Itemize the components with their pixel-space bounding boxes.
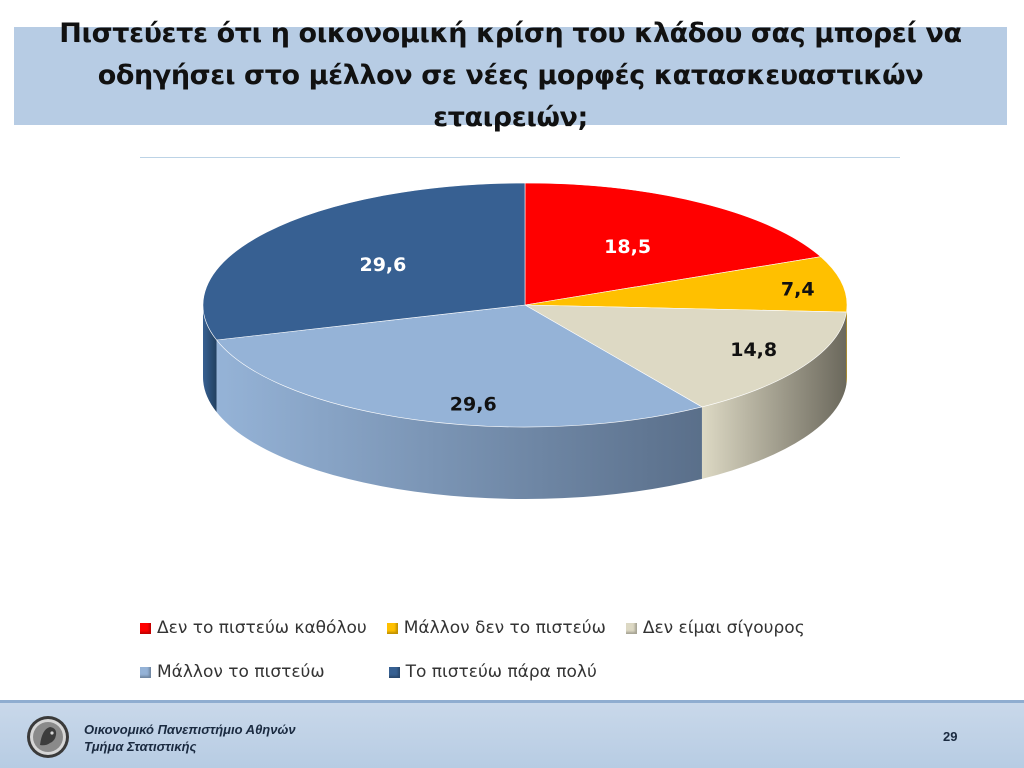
pie-chart: 18,5 7,4 14,8 29,6 29,6 (202, 182, 848, 499)
slide-title-box: Πιστεύετε ότι η οικονομική κρίση του κλά… (14, 18, 1007, 133)
chart-legend: Δεν το πιστεύω καθόλου Μάλλον δεν το πιστ… (140, 606, 900, 694)
pie-side-3 (216, 339, 702, 499)
legend-row: Δεν το πιστεύω καθόλου Μάλλον δεν το πιστ… (140, 606, 900, 650)
page-number: 29 (943, 729, 958, 744)
value-label-0: 18,5 (604, 236, 651, 258)
legend-row: Μάλλον το πιστεύω Το πιστεύω πάρα πολύ (140, 650, 900, 694)
legend-label: Δεν το πιστεύω καθόλου (157, 618, 367, 638)
divider-line (140, 157, 900, 158)
pie-slice-2 (524, 304, 847, 408)
legend-item: Μάλλον δεν το πιστεύω (386, 618, 606, 638)
value-label-4: 29,6 (359, 254, 406, 276)
pie-side-2 (701, 312, 847, 479)
legend-swatch (140, 622, 151, 634)
value-label-2: 14,8 (730, 339, 777, 361)
slide-title: Πιστεύετε ότι η οικονομική κρίση του κλά… (59, 18, 962, 133)
legend-swatch (386, 622, 398, 634)
legend-label: Μάλλον το πιστεύω (157, 662, 325, 682)
legend-swatch (625, 622, 637, 634)
university-logo-icon (27, 716, 69, 758)
footer-text: Οικονομικό Πανεπιστήμιο Αθηνών Τμήμα Στα… (84, 721, 296, 755)
pie-side-4 (203, 305, 217, 412)
legend-item: Δεν το πιστεύω καθόλου (140, 618, 367, 638)
value-label-1: 7,4 (781, 278, 815, 300)
footer-university: Οικονομικό Πανεπιστήμιο Αθηνών (84, 722, 296, 737)
legend-swatch (140, 666, 151, 678)
value-label-3: 29,6 (450, 394, 497, 416)
legend-item: Δεν είμαι σίγουρος (625, 618, 805, 638)
footer-bar: Οικονομικό Πανεπιστήμιο Αθηνών Τμήμα Στα… (0, 700, 1024, 768)
legend-label: Το πιστεύω πάρα πολύ (405, 662, 597, 682)
pie-slice-1 (524, 256, 848, 313)
legend-label: Δεν είμαι σίγουρος (642, 618, 805, 638)
legend-item: Μάλλον το πιστεύω (140, 662, 325, 682)
legend-swatch (388, 666, 400, 678)
pie-slice-4 (202, 182, 526, 341)
footer-department: Τμήμα Στατιστικής (84, 739, 197, 754)
pie-slice-3 (215, 304, 703, 428)
legend-label: Μάλλον δεν το πιστεύω (403, 618, 606, 638)
legend-item: Το πιστεύω πάρα πολύ (388, 662, 597, 682)
pie-side-1 (846, 305, 847, 385)
pie-slice-0 (524, 182, 822, 306)
